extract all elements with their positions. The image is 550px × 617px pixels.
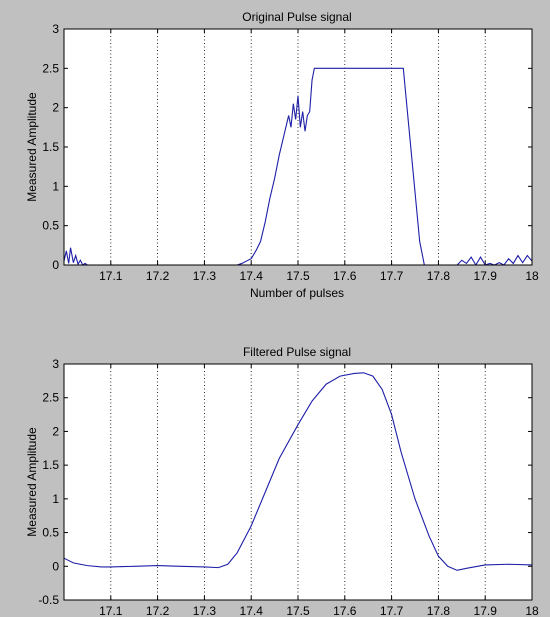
x-tick-label: 17.5 [286, 269, 310, 283]
x-tick-label: 17.8 [427, 604, 451, 617]
original-pulse-chart: Original Pulse signal Number of pulses M… [25, 10, 539, 300]
y-tick-label: 3 [52, 357, 59, 371]
x-tick-label: 17.5 [286, 604, 310, 617]
y-tick-label: 0 [52, 258, 59, 272]
x-tick-label: 18 [525, 269, 539, 283]
x-tick-label: 17.7 [380, 604, 404, 617]
y-tick-label: 1.5 [42, 458, 59, 472]
axes-frame [63, 28, 533, 266]
series-line [64, 372, 532, 571]
y-tick-label: 2 [52, 101, 59, 115]
x-tick-label: 17.7 [380, 269, 404, 283]
series-line [64, 67, 532, 265]
y-tick-label: 1 [52, 179, 59, 193]
x-tick-label: 17.9 [474, 604, 498, 617]
y-tick-label: 2.5 [42, 61, 59, 75]
x-tick-label: 17.1 [99, 269, 123, 283]
x-tick-label: 18 [525, 604, 539, 617]
x-tick-label: 17.8 [427, 269, 451, 283]
y-tick-label: 2.5 [42, 391, 59, 405]
x-axis-label: Number of pulses [250, 286, 344, 300]
y-tick-label: 0.5 [42, 219, 59, 233]
x-tick-label: 17.6 [333, 269, 357, 283]
y-tick-label: 1.5 [42, 140, 59, 154]
x-tick-label: 17.4 [240, 604, 264, 617]
x-tick-label: 17.4 [240, 269, 264, 283]
y-axis-label: Measured Amplitude [25, 92, 39, 202]
x-tick-label: 17.9 [474, 269, 498, 283]
x-tick-label: 17.2 [146, 604, 170, 617]
y-tick-label: 0 [52, 559, 59, 573]
y-tick-label: 1 [52, 492, 59, 506]
x-tick-label: 17.1 [99, 604, 123, 617]
chart-title: Filtered Pulse signal [243, 345, 351, 359]
y-tick-label: 3 [52, 22, 59, 36]
x-tick-label: 17.2 [146, 269, 170, 283]
x-tick-label: 17.6 [333, 604, 357, 617]
y-tick-label: 0.5 [42, 526, 59, 540]
x-tick-label: 17.3 [193, 604, 217, 617]
y-axis-label: Measured Amplitude [25, 427, 39, 537]
filtered-pulse-chart: Filtered Pulse signal Measured Amplitude… [25, 345, 539, 617]
y-tick-label: 2 [52, 424, 59, 438]
chart-title: Original Pulse signal [242, 10, 351, 24]
y-tick-label: -0.5 [38, 593, 59, 607]
x-tick-label: 17.3 [193, 269, 217, 283]
axes-frame [63, 363, 533, 601]
